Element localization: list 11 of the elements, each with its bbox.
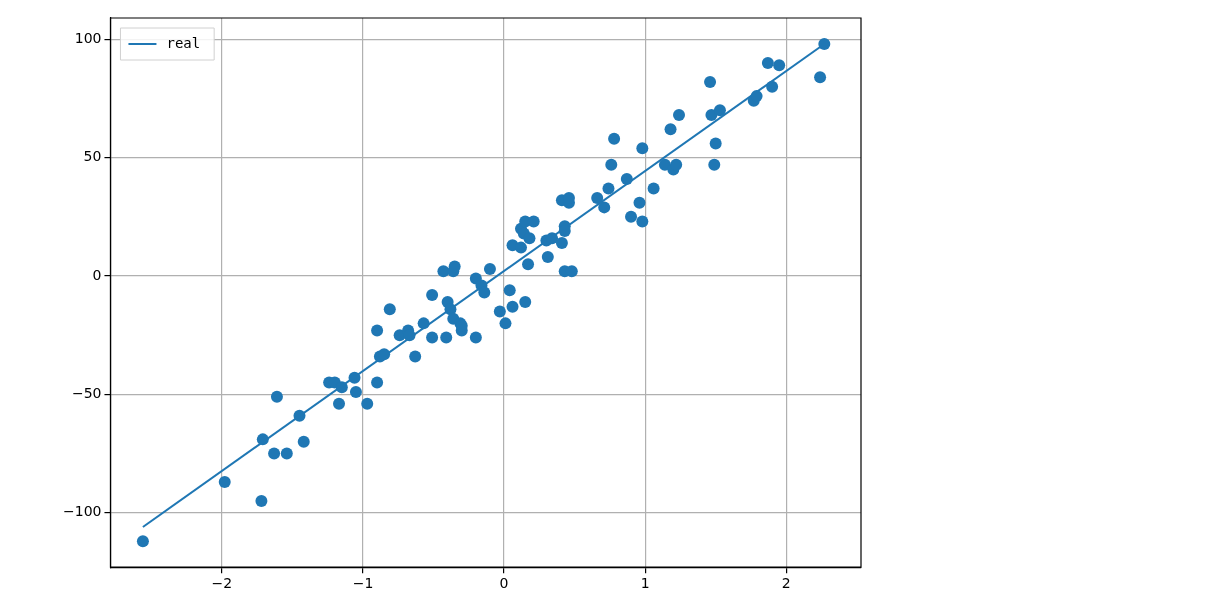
y-tick-label: 50 — [83, 148, 102, 165]
x-tick-label: 2 — [781, 575, 791, 592]
x-tick-label: 0 — [499, 575, 509, 592]
y-tick-label: 0 — [92, 266, 102, 283]
x-tick-label: 1 — [640, 575, 650, 592]
y-tick-label: −100 — [63, 503, 102, 520]
legend-label: real — [166, 34, 201, 51]
y-tick-label: 100 — [74, 29, 102, 46]
x-tick-label: −2 — [211, 575, 233, 592]
x-tick-label: −1 — [352, 575, 374, 592]
y-tick-label: −50 — [71, 385, 102, 402]
